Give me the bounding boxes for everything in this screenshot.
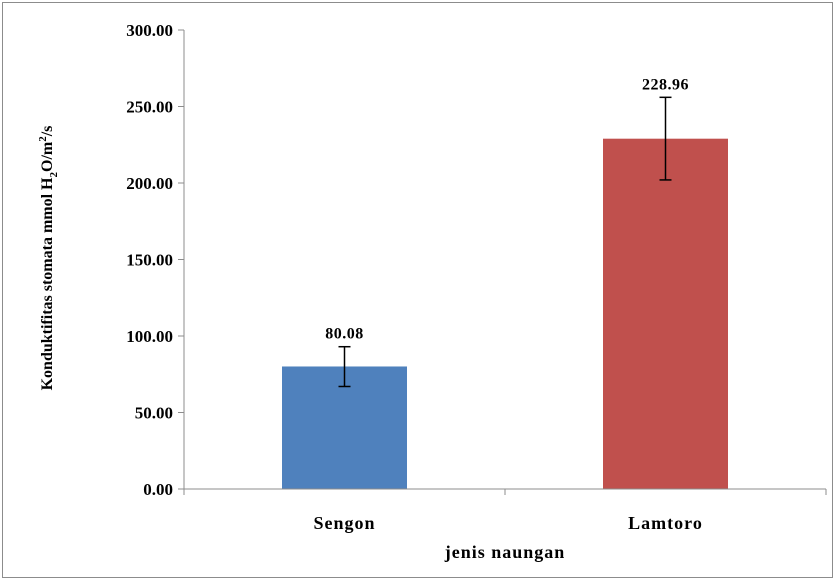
y-axis-title: Konduktifitas stomata mmol H2O/m2/s — [37, 126, 60, 391]
y-tick-label: 300.00 — [126, 21, 173, 40]
y-axis-title-prefix: Konduktifitas stomata mmol H — [39, 177, 56, 390]
bar-lamtoro — [603, 138, 728, 489]
data-label: 228.96 — [642, 76, 689, 93]
y-tick-label: 100.00 — [126, 327, 173, 346]
y-tick-label: 0.00 — [143, 480, 173, 499]
y-axis-ticks: 0.00 50.00 100.00 150.00 200.00 250.00 300.00 — [126, 21, 185, 499]
y-axis-title-superscript: 2 — [37, 136, 49, 142]
y-axis-title-subscript: 2 — [48, 171, 60, 177]
x-axis-title: jenis naungan — [444, 542, 566, 562]
x-axis: Sengon Lamtoro — [183, 488, 827, 533]
x-category-label: Lamtoro — [628, 513, 703, 533]
data-label: 80.08 — [325, 326, 364, 343]
y-tick-label: 150.00 — [126, 251, 173, 270]
x-category-label: Sengon — [313, 513, 375, 533]
y-tick-label: 50.00 — [135, 404, 173, 423]
y-axis-title-middle: O/m — [39, 141, 56, 172]
y-tick-label: 250.00 — [126, 98, 173, 117]
y-tick-label: 200.00 — [126, 174, 173, 193]
bars: 80.08 228.96 — [282, 76, 728, 489]
y-axis-title-suffix: /s — [39, 126, 56, 138]
